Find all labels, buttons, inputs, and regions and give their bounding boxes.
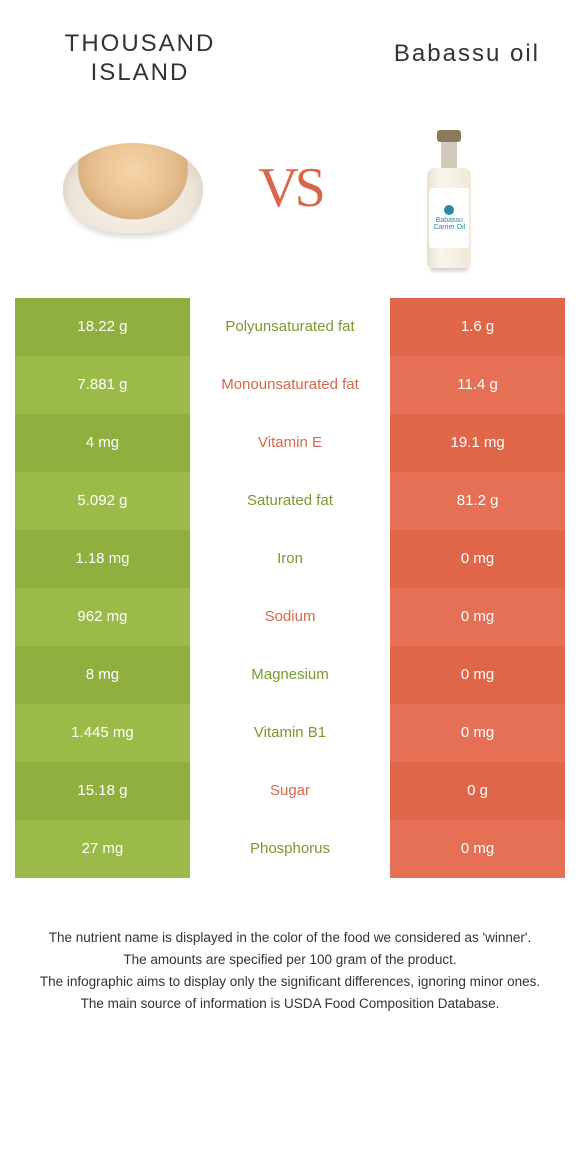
right-value: 19.1 mg <box>390 414 565 472</box>
nutrient-label: Monounsaturated fat <box>194 356 386 414</box>
left-value: 4 mg <box>15 414 190 472</box>
comparison-table: 18.22 gPolyunsaturated fat1.6 g7.881 gMo… <box>0 298 580 878</box>
thousand-island-image <box>53 123 213 253</box>
footer-line: The amounts are specified per 100 gram o… <box>30 950 550 970</box>
left-value: 7.881 g <box>15 356 190 414</box>
vs-text: VS <box>258 156 322 220</box>
table-row: 4 mgVitamin E19.1 mg <box>15 414 565 472</box>
left-value: 15.18 g <box>15 762 190 820</box>
nutrient-label: Phosphorus <box>194 820 386 878</box>
table-row: 18.22 gPolyunsaturated fat1.6 g <box>15 298 565 356</box>
right-value: 0 mg <box>390 820 565 878</box>
header: THOUSAND ISLAND Babassu oil <box>0 0 580 98</box>
footer-notes: The nutrient name is displayed in the co… <box>0 878 580 1037</box>
footer-line: The main source of information is USDA F… <box>30 994 550 1014</box>
footer-line: The nutrient name is displayed in the co… <box>30 928 550 948</box>
bottle-label: Babassu Carrier Oil <box>429 188 469 248</box>
nutrient-label: Magnesium <box>194 646 386 704</box>
left-value: 1.445 mg <box>15 704 190 762</box>
right-value: 0 g <box>390 762 565 820</box>
left-value: 8 mg <box>15 646 190 704</box>
left-value: 5.092 g <box>15 472 190 530</box>
left-value: 962 mg <box>15 588 190 646</box>
table-row: 27 mgPhosphorus0 mg <box>15 820 565 878</box>
bottle-icon: Babassu Carrier Oil <box>427 168 471 268</box>
bowl-icon <box>63 143 203 233</box>
table-row: 8 mgMagnesium0 mg <box>15 646 565 704</box>
nutrient-label: Iron <box>194 530 386 588</box>
table-row: 5.092 gSaturated fat81.2 g <box>15 472 565 530</box>
right-value: 0 mg <box>390 646 565 704</box>
right-value: 0 mg <box>390 530 565 588</box>
nutrient-label: Saturated fat <box>194 472 386 530</box>
right-value: 81.2 g <box>390 472 565 530</box>
nutrient-label: Sugar <box>194 762 386 820</box>
footer-line: The infographic aims to display only the… <box>30 972 550 992</box>
nutrient-label: Vitamin E <box>194 414 386 472</box>
nutrient-label: Sodium <box>194 588 386 646</box>
table-row: 962 mgSodium0 mg <box>15 588 565 646</box>
left-value: 18.22 g <box>15 298 190 356</box>
nutrient-label: Polyunsaturated fat <box>194 298 386 356</box>
right-value: 0 mg <box>390 588 565 646</box>
title-right: Babassu oil <box>340 30 540 68</box>
left-value: 27 mg <box>15 820 190 878</box>
table-row: 1.18 mgIron0 mg <box>15 530 565 588</box>
left-value: 1.18 mg <box>15 530 190 588</box>
babassu-oil-image: Babassu Carrier Oil <box>367 123 527 253</box>
title-left: THOUSAND ISLAND <box>40 30 240 88</box>
table-row: 7.881 gMonounsaturated fat11.4 g <box>15 356 565 414</box>
right-value: 0 mg <box>390 704 565 762</box>
images-row: VS Babassu Carrier Oil <box>0 98 580 298</box>
nutrient-label: Vitamin B1 <box>194 704 386 762</box>
table-row: 1.445 mgVitamin B10 mg <box>15 704 565 762</box>
table-row: 15.18 gSugar0 g <box>15 762 565 820</box>
right-value: 1.6 g <box>390 298 565 356</box>
right-value: 11.4 g <box>390 356 565 414</box>
